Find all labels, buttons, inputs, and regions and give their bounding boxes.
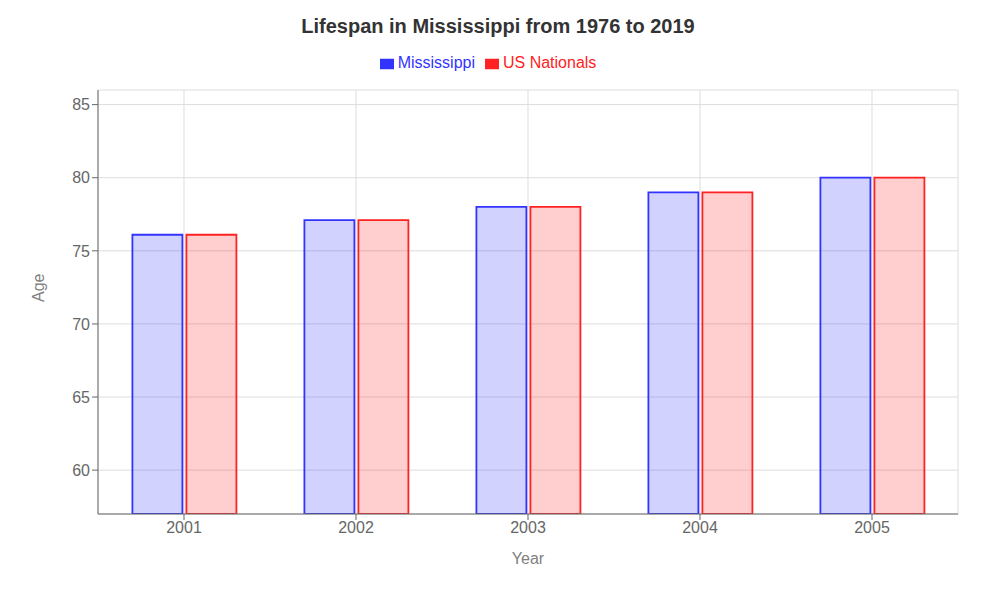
svg-text:75: 75 (72, 243, 90, 260)
svg-text:2005: 2005 (854, 519, 890, 536)
svg-text:70: 70 (72, 316, 90, 333)
svg-text:Age: Age (30, 273, 47, 302)
svg-text:85: 85 (72, 96, 90, 113)
svg-text:2001: 2001 (166, 519, 202, 536)
svg-text:2003: 2003 (510, 519, 546, 536)
svg-text:2004: 2004 (682, 519, 718, 536)
svg-text:65: 65 (72, 389, 90, 406)
html-text:Mississippi: Mississippi (397, 54, 475, 71)
svg-text:80: 80 (72, 169, 90, 186)
html-text:Lifespan in Mississippi from 1: Lifespan in Mississippi from 1976 to 201… (301, 15, 695, 37)
svg-text:Year: Year (512, 550, 545, 567)
svg-text:2002: 2002 (338, 519, 374, 536)
svg-text:60: 60 (72, 462, 90, 479)
html-text:US Nationals: US Nationals (503, 54, 597, 71)
